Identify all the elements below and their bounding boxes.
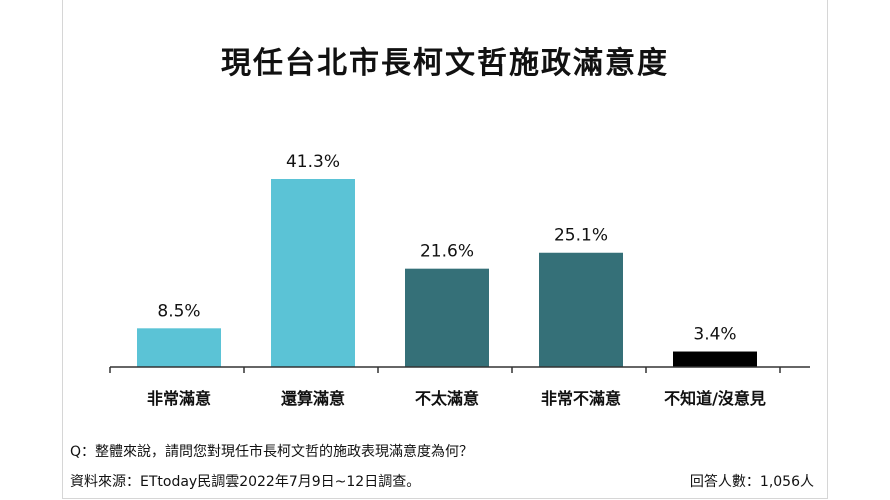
value-label-4: 25.1% [554,226,608,246]
bar-4 [539,252,623,367]
respondent-count: 回答人數：1,056人 [689,474,814,490]
value-label-3: 21.6% [420,242,474,262]
category-label-2: 還算滿意 [281,389,345,408]
labels-group: 8.5% 非常滿意 41.3% 還算滿意 21.6% 不太滿意 25.1% 非常不滿意 3.4%… [147,152,766,408]
chart-title: 現任台北市長柯文哲施政滿意度 [221,46,669,81]
value-label-5: 3.4% [693,325,736,345]
bar-1 [137,328,221,367]
bar-2 [271,179,355,367]
value-label-1: 8.5% [157,301,200,321]
chart-frame [62,0,828,499]
value-label-2: 41.3% [286,152,340,172]
bar-3 [405,268,489,367]
category-label-4: 非常不滿意 [541,389,621,408]
category-label-1: 非常滿意 [147,389,211,408]
category-label-5: 不知道/沒意見 [664,389,766,408]
category-label-3: 不太滿意 [415,389,479,408]
bar-5 [673,351,757,367]
survey-question: Q：整體來說，請問您對現任市長柯文哲的施政表現滿意度為何？ [70,444,474,460]
bars-group [137,179,757,367]
x-axis-ticks [109,367,781,373]
data-source: 資料來源：ETtoday民調雲2022年7月9日~12日調查。 [70,474,421,490]
